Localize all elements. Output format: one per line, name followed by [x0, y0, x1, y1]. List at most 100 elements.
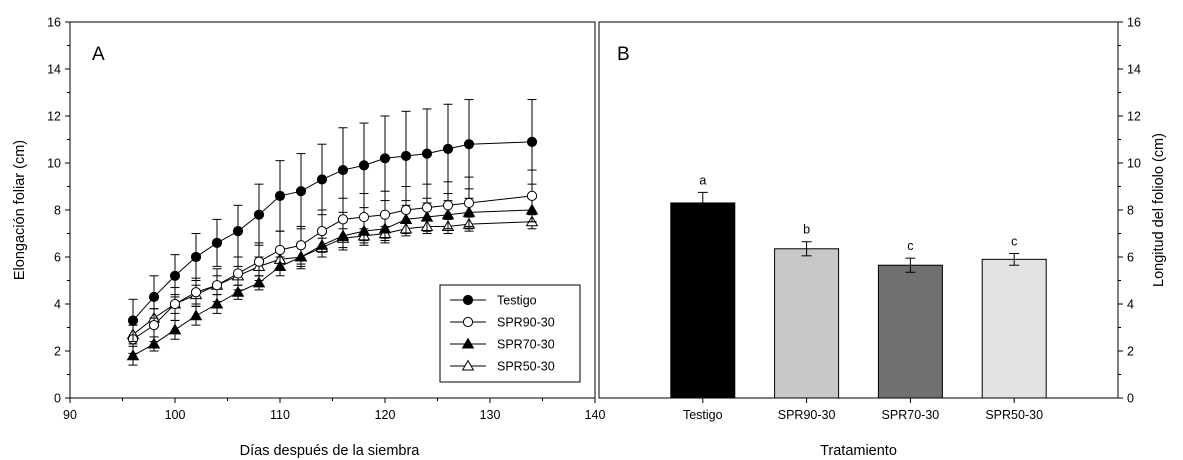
bar — [774, 248, 840, 399]
y-tick-label: 12 — [1127, 110, 1141, 124]
significance-letter: c — [907, 239, 913, 253]
panel-a-legend: Testigo SPR90-30 SPR70-30 SPR50-30 — [439, 284, 581, 383]
legend-marker — [462, 316, 474, 328]
data-point — [232, 226, 244, 237]
series-testigo — [127, 99, 538, 343]
y-tick-label: 2 — [1127, 345, 1134, 359]
data-point — [210, 297, 224, 309]
data-point — [358, 160, 370, 171]
y-tick-label: 14 — [47, 63, 61, 77]
legend-entry: SPR50-30 — [450, 360, 555, 374]
panel-a-line-chart: 0 2 4 6 8 10 12 14 16 90 100 110 120 130 140 A Días de… — [12, 16, 605, 460]
data-point — [274, 190, 286, 201]
data-point — [421, 148, 433, 159]
legend-label: SPR50-30 — [497, 360, 555, 374]
x-tick-label: Testigo — [683, 408, 723, 422]
panel-b-axes: 0 2 4 6 8 10 12 14 16 Testigo SPR90-30 SPR70-30 SPR5… — [683, 16, 1141, 423]
y-tick-label: 6 — [1127, 251, 1134, 265]
bar — [877, 264, 943, 399]
y-tick-label: 16 — [47, 16, 61, 30]
data-point — [358, 211, 370, 223]
legend-marker — [461, 337, 475, 349]
data-point — [379, 153, 391, 164]
panel-a-label: A — [92, 44, 105, 65]
bar-group-spr70-30: c — [877, 239, 943, 399]
data-point — [168, 323, 182, 335]
y-tick-label: 8 — [1127, 204, 1134, 218]
bar-group-testigo: a — [670, 173, 736, 399]
y-tick-label: 0 — [54, 392, 61, 406]
data-point — [253, 256, 265, 267]
panel-a-axes: 0 2 4 6 8 10 12 14 16 90 100 110 120 130 140 — [47, 16, 605, 423]
panel-b-y-axis-label: Longitud del foliolo (cm) — [1151, 133, 1167, 287]
data-point — [148, 320, 160, 331]
panel-b-bar-chart: 0 2 4 6 8 10 12 14 16 Testigo SPR90-30 SPR70-30 SPR5… — [598, 16, 1167, 459]
data-point — [316, 174, 328, 185]
x-tick-label: SPR70-30 — [882, 408, 940, 422]
data-point — [316, 226, 328, 237]
x-tick-label: 120 — [375, 408, 396, 422]
y-tick-label: 4 — [54, 298, 61, 312]
data-point — [127, 315, 139, 326]
legend-marker — [461, 359, 475, 371]
y-tick-label: 8 — [54, 204, 61, 218]
data-point — [169, 298, 181, 310]
x-tick-label: 100 — [165, 408, 186, 422]
x-tick-label: 130 — [480, 408, 501, 422]
data-point — [231, 285, 245, 297]
panel-a-y-axis-label: Elongación foliar (cm) — [12, 140, 28, 280]
y-tick-label: 6 — [54, 251, 61, 265]
data-point — [190, 287, 202, 298]
bar-group-spr90-30: b — [774, 223, 840, 399]
legend-label: SPR90-30 — [497, 316, 555, 330]
panel-b-bars-layer: a b c c — [670, 173, 1047, 399]
data-point — [442, 143, 454, 154]
significance-letter: b — [803, 223, 810, 237]
y-tick-label: 0 — [1127, 392, 1134, 406]
data-point — [421, 202, 433, 213]
data-point — [400, 150, 412, 162]
data-point — [190, 251, 202, 263]
data-point — [526, 190, 538, 201]
y-tick-label: 10 — [1127, 157, 1141, 171]
data-point — [211, 280, 223, 291]
x-tick-label: SPR90-30 — [778, 408, 836, 422]
y-tick-label: 4 — [1127, 298, 1134, 312]
legend-marker — [462, 294, 474, 306]
data-point — [463, 197, 475, 209]
y-tick-label: 12 — [47, 110, 61, 124]
panel-a-x-axis-label: Días después de la siembra — [240, 443, 421, 459]
data-point — [148, 291, 160, 303]
bar-group-spr50-30: c — [981, 234, 1047, 399]
data-point — [295, 240, 307, 251]
data-point — [252, 276, 266, 288]
panel-a-series-layer — [126, 99, 539, 366]
significance-letter: c — [1011, 234, 1017, 248]
data-point — [169, 270, 181, 281]
data-point — [211, 237, 223, 248]
legend-label: Testigo — [497, 294, 537, 308]
bar — [981, 258, 1047, 399]
data-point — [400, 204, 412, 216]
y-tick-label: 10 — [47, 157, 61, 171]
x-tick-label: 140 — [585, 408, 606, 422]
bar — [670, 202, 736, 399]
data-point — [337, 214, 349, 225]
significance-letter: a — [699, 173, 706, 187]
data-point — [379, 209, 391, 220]
data-point — [147, 337, 161, 349]
x-tick-label: 90 — [63, 408, 77, 422]
panel-b-label: B — [617, 44, 630, 65]
data-point — [337, 164, 349, 176]
x-tick-label: SPR50-30 — [985, 408, 1043, 422]
y-tick-label: 14 — [1127, 63, 1141, 77]
panel-b-x-axis-label: Tratamiento — [820, 443, 897, 459]
data-point — [295, 186, 307, 197]
x-tick-label: 110 — [270, 408, 290, 422]
series-spr70-30 — [126, 197, 539, 366]
data-point — [274, 244, 286, 256]
y-tick-label: 16 — [1127, 16, 1141, 30]
legend-label: SPR70-30 — [497, 338, 555, 352]
data-point — [253, 209, 265, 220]
